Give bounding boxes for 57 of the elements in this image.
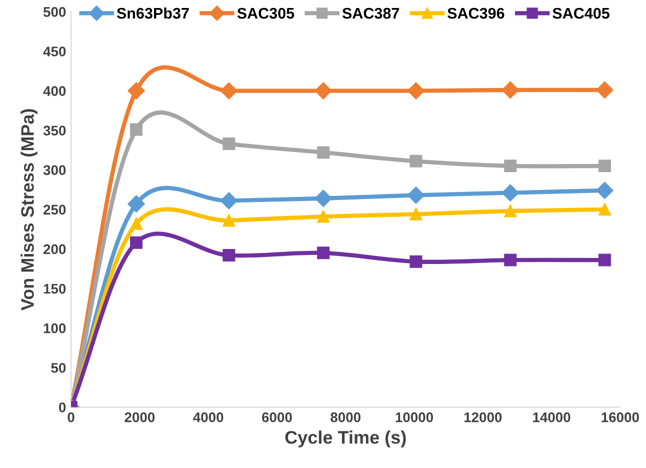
legend-label: Sn63Pb37	[116, 7, 189, 19]
point	[410, 255, 422, 268]
point	[504, 160, 517, 172]
x-axis-title: Cycle Time (s)	[285, 430, 406, 448]
x-tick-label: 2000	[124, 412, 155, 422]
point	[598, 254, 611, 266]
point	[410, 208, 422, 220]
point	[410, 154, 422, 168]
point	[596, 182, 614, 199]
point	[317, 210, 330, 223]
y-tick-label: 450	[43, 46, 66, 56]
point	[128, 82, 145, 100]
legend-label: SAC405	[552, 8, 610, 19]
legend-label: SAC305	[237, 8, 294, 19]
point	[502, 184, 519, 202]
x-tick-label: 16000	[602, 412, 639, 422]
y-tick-label: 0	[59, 402, 66, 412]
point	[130, 236, 143, 249]
point	[596, 81, 614, 99]
x-tick-label: 10000	[396, 412, 433, 422]
y-tick-label: 150	[44, 284, 66, 294]
y-tick-label: 200	[44, 244, 66, 254]
x-tick-label: 0	[68, 412, 74, 422]
point	[407, 186, 425, 204]
point	[502, 81, 519, 99]
y-axis-title: Von Mises Stress (MPa)	[20, 109, 38, 310]
y-tick-label: 250	[44, 204, 66, 215]
point	[407, 82, 425, 100]
point	[317, 246, 330, 260]
point	[220, 82, 238, 100]
point	[504, 254, 517, 266]
point	[598, 203, 611, 216]
x-tick-label: 12000	[464, 412, 502, 422]
y-tick-label: 400	[43, 86, 66, 96]
x-tick-label: 8000	[330, 412, 360, 422]
y-tick-label: 350	[43, 126, 66, 136]
point	[598, 160, 611, 172]
point	[128, 195, 145, 212]
y-tick-label: 300	[43, 165, 66, 176]
legend-label: SAC387	[342, 8, 400, 19]
point	[314, 190, 332, 207]
y-tick-label: 100	[44, 323, 66, 334]
point	[504, 204, 517, 218]
point	[220, 192, 238, 210]
point	[222, 138, 236, 150]
x-tick-label: 14000	[533, 412, 570, 422]
legend-label: SAC396	[447, 8, 504, 19]
x-tick-label: 4000	[193, 412, 224, 422]
y-tick-label: 50	[51, 362, 66, 373]
point	[314, 82, 332, 100]
point	[130, 123, 143, 136]
x-tick-label: 6000	[262, 412, 292, 422]
point	[222, 249, 236, 262]
point	[130, 217, 143, 230]
point	[317, 146, 330, 159]
point	[222, 214, 236, 227]
y-tick-label: 500	[43, 7, 66, 17]
